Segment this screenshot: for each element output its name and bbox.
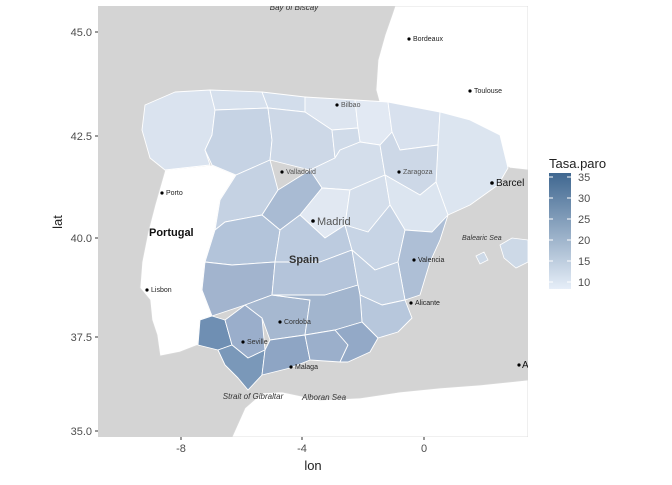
y-tick-label: 40.0: [71, 233, 92, 245]
label-lisbon: Lisbon: [151, 287, 172, 294]
city-dot-alicante: [409, 301, 413, 305]
legend-title: Tasa.paro: [549, 156, 606, 171]
city-dot-lisbon: [145, 288, 149, 292]
city-dot-toulouse: [468, 89, 472, 93]
region-asturias: [209, 89, 269, 111]
label-strait-of-gibraltar: Strait of Gibraltar: [223, 392, 284, 401]
label-bay-of-biscay: Bay of Biscay: [270, 3, 319, 12]
y-axis-label: lat: [50, 215, 65, 229]
city-dot-cordoba: [278, 320, 282, 324]
legend-tick-label: 30: [578, 193, 590, 205]
label-valencia: Valencia: [418, 257, 444, 264]
city-dot-madrid: [311, 219, 315, 223]
city-dot-bilbao: [335, 103, 339, 107]
label-portugal: Portugal: [149, 227, 194, 239]
label-bilbao: Bilbao: [341, 102, 361, 109]
label-valladolid: Valladolid: [286, 169, 316, 176]
legend-tick-label: 35: [578, 172, 590, 184]
label-toulouse: Toulouse: [474, 88, 502, 95]
label-madrid: Madrid: [317, 216, 351, 228]
label-zaragoza: Zaragoza: [403, 169, 433, 176]
y-tick-label: 42.5: [71, 131, 92, 143]
legend-tick-label: 15: [578, 256, 590, 268]
x-axis-label: lon: [304, 458, 321, 473]
city-dot-seville: [241, 340, 245, 344]
city-markers: [145, 37, 521, 369]
label-seville: Seville: [247, 339, 268, 346]
x-axis-ticks: [180, 437, 425, 440]
city-dot-malaga: [289, 365, 293, 369]
x-tick-label: -8: [176, 443, 186, 455]
label-porto: Porto: [166, 190, 183, 197]
balearic-island-small: [475, 251, 489, 265]
label-barcelona: Barcel: [496, 178, 524, 189]
city-dot-zaragoza: [397, 170, 401, 174]
legend: Tasa.paro 35 30 25 20 15 10: [549, 156, 606, 289]
city-dot-valencia: [412, 258, 416, 262]
city-dot-bordeaux: [407, 37, 411, 41]
label-balearic-sea: Balearic Sea: [462, 235, 502, 242]
city-dot-edge: [517, 363, 521, 367]
label-spain: Spain: [289, 254, 319, 266]
y-tick-label: 35.0: [71, 426, 92, 438]
label-bordeaux: Bordeaux: [413, 36, 443, 43]
y-axis-ticks: [95, 31, 98, 432]
x-tick-label: 0: [421, 443, 427, 455]
legend-tick-label: 20: [578, 235, 590, 247]
legend-colorbar: [549, 173, 571, 289]
africa-land: [231, 379, 528, 437]
balearic-island: [499, 237, 528, 269]
y-tick-label: 37.5: [71, 332, 92, 344]
legend-tick-label: 10: [578, 277, 590, 289]
label-cordoba: Cordoba: [284, 319, 311, 326]
region-almeria: [334, 321, 379, 363]
x-tick-label: -4: [297, 443, 307, 455]
city-dot-valladolid: [280, 170, 284, 174]
label-alicante: Alicante: [415, 300, 440, 307]
label-malaga: Malaga: [295, 364, 318, 371]
legend-tick-label: 25: [578, 214, 590, 226]
y-tick-label: 45.0: [71, 27, 92, 39]
city-dot-porto: [160, 191, 164, 195]
label-alboran-sea: Alboran Sea: [301, 393, 347, 402]
region-galicia: [141, 89, 216, 171]
city-dot-barcelona: [490, 181, 494, 185]
label-edge-east: A: [522, 360, 529, 371]
